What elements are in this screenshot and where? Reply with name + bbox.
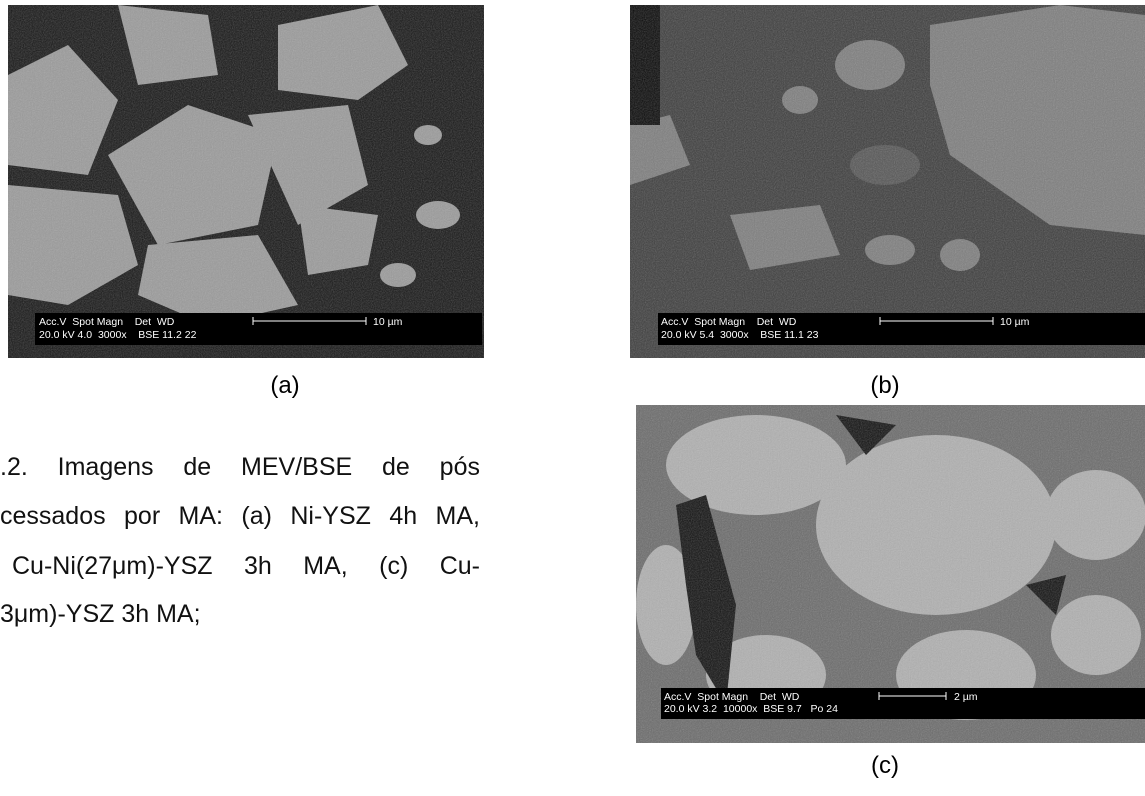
info-values: 20.0 kV 3.2 10000x BSE 9.7 Po 24 [664, 703, 838, 715]
scale-label: 10 µm [1000, 316, 1030, 328]
info-header: Acc.V Spot Magn Det WD [661, 316, 797, 328]
scale-label: 2 µm [954, 691, 978, 703]
page: Acc.V Spot Magn Det WD 20.0 kV 4.0 3000x… [0, 0, 1145, 796]
sem-image-a: Acc.V Spot Magn Det WD 20.0 kV 4.0 3000x… [8, 5, 484, 358]
caption-line: cessados por MA: (a) Ni-YSZ 4h MA, [0, 504, 480, 529]
info-values: 20.0 kV 4.0 3000x BSE 11.2 22 [39, 329, 197, 341]
figure-label: (c) [845, 752, 925, 780]
scale-label: 10 µm [373, 316, 403, 328]
info-header: Acc.V Spot Magn Det WD [664, 691, 800, 703]
figure-label: (a) [245, 372, 325, 400]
sem-image-b: Acc.V Spot Magn Det WD 20.0 kV 5.4 3000x… [630, 5, 1145, 358]
figure-label: (b) [845, 372, 925, 400]
info-values: 20.0 kV 5.4 3000x BSE 11.1 23 [661, 329, 819, 341]
caption-line: .2. Imagens de MEV/BSE de pós [0, 455, 480, 480]
caption-line: Cu-Ni(27μm)-YSZ 3h MA, (c) Cu- [0, 554, 480, 579]
info-header: Acc.V Spot Magn Det WD [39, 316, 175, 328]
sem-image-c: Acc.V Spot Magn Det WD 20.0 kV 3.2 10000… [636, 405, 1145, 743]
caption-line: 3μm)-YSZ 3h MA; [0, 602, 201, 627]
